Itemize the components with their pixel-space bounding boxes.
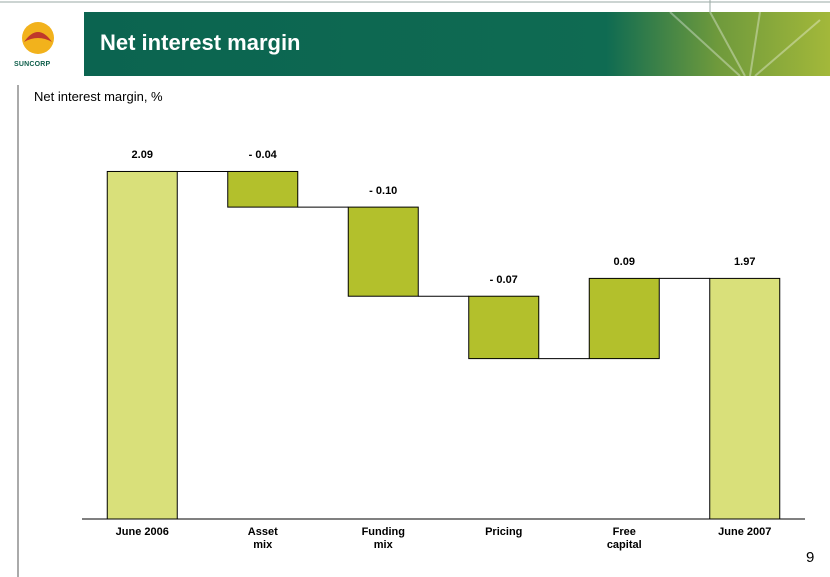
logo-mark — [24, 32, 52, 42]
slide-title: Net interest margin — [100, 30, 301, 55]
value-label: 2.09 — [131, 149, 153, 162]
bar — [468, 295, 540, 360]
bar — [227, 170, 299, 208]
page-number: 9 — [806, 549, 815, 566]
bar — [709, 277, 781, 520]
bar — [588, 277, 660, 360]
chart-subtitle: Net interest margin, % — [34, 89, 163, 104]
bar — [347, 206, 419, 297]
x-tick-label: June 2006 — [115, 526, 169, 538]
value-label: - 0.07 — [489, 274, 518, 287]
title-banner — [84, 12, 830, 76]
x-tick-label: June 2007 — [718, 526, 772, 538]
x-tick-label: Pricing — [485, 526, 523, 538]
value-label: - 0.10 — [369, 185, 398, 198]
value-label: 0.09 — [613, 256, 635, 269]
value-label: - 0.04 — [248, 149, 277, 162]
logo-text: SUNCORP — [14, 61, 51, 68]
bar — [106, 170, 178, 520]
banner-rays — [669, 11, 821, 77]
x-tick-label: Free capital — [606, 526, 642, 551]
x-tick-label: Funding mix — [361, 526, 405, 551]
x-tick-label: Asset mix — [247, 526, 278, 551]
value-label: 1.97 — [734, 256, 756, 269]
